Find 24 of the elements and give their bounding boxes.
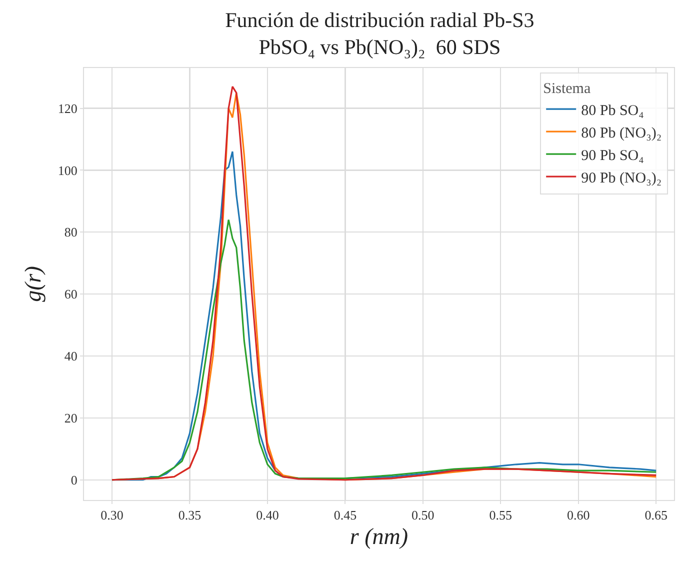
x-tick-label: 0.40: [256, 508, 279, 523]
chart-title: Función de distribución radial Pb-S3: [225, 8, 534, 32]
chart-subtitle: PbSO₄ vs Pb(NO₃)₂ 60 SDS: [258, 35, 501, 60]
legend-label: 90 Pb (NO₃)₂: [581, 170, 662, 186]
x-tick-label: 0.65: [644, 508, 668, 523]
y-tick-label: 100: [58, 162, 78, 178]
x-axis-title: r (nm): [350, 524, 408, 550]
y-tick-label: 60: [64, 286, 78, 302]
y-tick-label: 20: [64, 410, 78, 426]
x-tick-label: 0.35: [178, 508, 202, 523]
legend-title: Sistema: [543, 80, 591, 97]
y-tick-label: 40: [64, 348, 78, 364]
x-tick-label: 0.30: [100, 508, 124, 523]
y-axis-title: g(r): [20, 266, 46, 302]
y-tick-label: 120: [58, 100, 78, 116]
x-tick-label: 0.60: [567, 508, 590, 523]
y-tick-label: 80: [64, 224, 78, 240]
legend-label: 90 Pb SO₄: [581, 148, 644, 164]
x-tick-label: 0.55: [489, 508, 512, 523]
y-tick-label: 0: [70, 472, 78, 488]
legend-label: 80 Pb SO₄: [581, 102, 644, 119]
x-tick-label: 0.45: [334, 508, 357, 523]
legend-label: 80 Pb (NO₃)₂: [581, 125, 662, 142]
x-tick-label: 0.50: [412, 508, 434, 523]
